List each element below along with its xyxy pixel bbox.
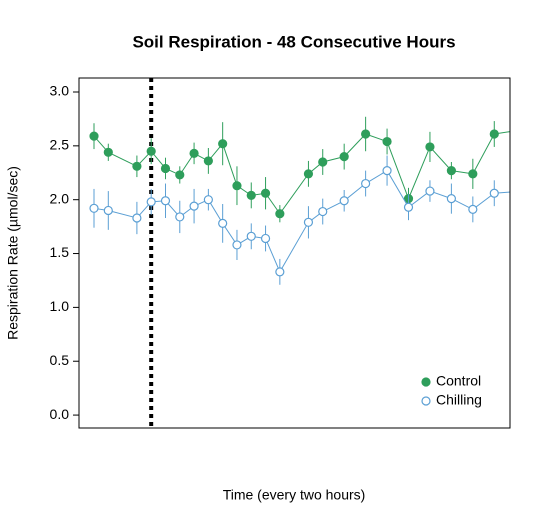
plot-area bbox=[89, 78, 527, 428]
data-point bbox=[425, 186, 435, 196]
data-point bbox=[132, 213, 142, 223]
data-point bbox=[160, 163, 171, 174]
data-point bbox=[103, 147, 113, 157]
y-tick-label: 2.0 bbox=[50, 190, 70, 206]
data-point bbox=[446, 166, 456, 176]
y-tick-label: 0.0 bbox=[50, 406, 70, 422]
data-point bbox=[318, 157, 328, 167]
data-point bbox=[339, 152, 349, 162]
data-point bbox=[218, 218, 228, 228]
data-point bbox=[89, 131, 99, 141]
data-point bbox=[218, 139, 228, 149]
data-point bbox=[146, 197, 156, 207]
y-tick-label: 2.5 bbox=[50, 137, 70, 153]
data-point bbox=[303, 169, 314, 179]
data-point bbox=[303, 217, 314, 227]
data-point bbox=[361, 129, 371, 139]
y-tick-label: 1.5 bbox=[50, 244, 70, 260]
data-point bbox=[175, 212, 185, 222]
y-axis-label: Respiration Rate (µmol/sec) bbox=[5, 166, 21, 340]
chart-title: Soil Respiration - 48 Consecutive Hours bbox=[132, 32, 455, 51]
data-point bbox=[425, 142, 435, 152]
legend-label: Chilling bbox=[436, 392, 482, 408]
data-point bbox=[403, 202, 414, 212]
data-point bbox=[275, 209, 285, 219]
y-tick-label: 3.0 bbox=[50, 83, 70, 99]
data-point bbox=[175, 170, 185, 180]
data-point bbox=[160, 196, 171, 206]
data-point bbox=[146, 146, 156, 156]
data-point bbox=[246, 231, 256, 241]
data-point bbox=[246, 190, 256, 200]
data-point bbox=[519, 126, 527, 134]
data-point bbox=[232, 181, 242, 191]
data-point bbox=[260, 188, 271, 198]
x-axis-label: Time (every two hours) bbox=[223, 487, 366, 503]
data-point bbox=[203, 156, 213, 166]
data-point bbox=[489, 188, 499, 198]
data-point bbox=[468, 204, 478, 214]
data-point bbox=[103, 205, 113, 216]
data-point bbox=[203, 195, 213, 205]
data-point bbox=[468, 169, 478, 179]
data-point bbox=[318, 206, 328, 217]
data-point bbox=[260, 233, 271, 244]
data-point bbox=[489, 129, 499, 139]
data-point bbox=[339, 196, 349, 206]
data-point bbox=[446, 194, 456, 204]
data-point bbox=[519, 187, 527, 195]
data-point bbox=[189, 148, 199, 158]
plot-frame bbox=[78, 77, 511, 429]
data-point bbox=[382, 136, 392, 147]
legend-label: Control bbox=[436, 373, 481, 389]
data-point bbox=[382, 166, 392, 176]
legend-marker bbox=[421, 396, 431, 406]
data-point bbox=[132, 161, 142, 171]
data-point bbox=[361, 178, 371, 189]
data-point bbox=[232, 240, 242, 250]
data-point bbox=[89, 203, 99, 213]
data-point bbox=[189, 201, 199, 211]
y-tick-label: 1.0 bbox=[50, 298, 70, 314]
y-tick-label: 0.5 bbox=[50, 352, 70, 368]
legend-marker bbox=[421, 377, 431, 387]
data-point bbox=[275, 267, 285, 277]
